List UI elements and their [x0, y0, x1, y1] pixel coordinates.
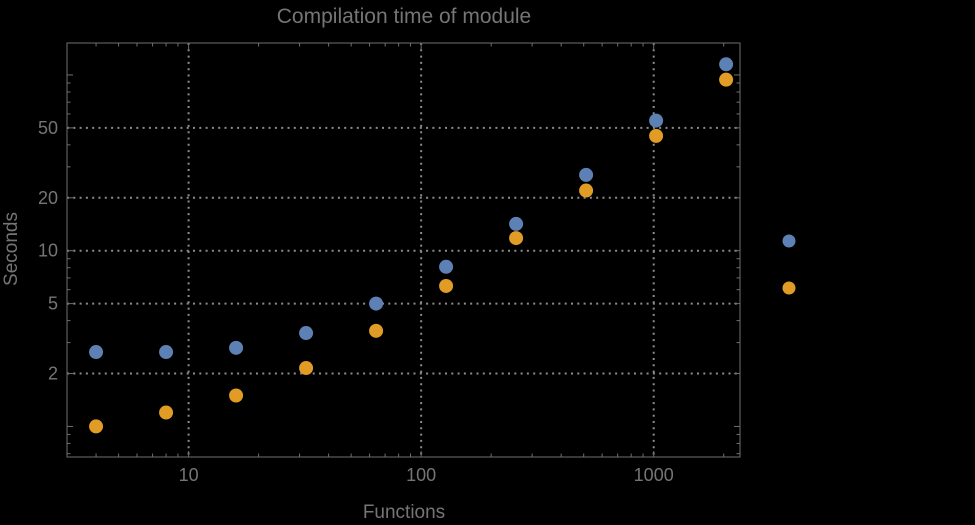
point-blue: [509, 216, 524, 231]
point-orange: [159, 405, 174, 420]
point-blue: [649, 113, 664, 128]
x-tick-label: 1000: [634, 465, 674, 485]
point-orange: [89, 419, 104, 434]
point-blue: [369, 296, 384, 311]
point-orange: [719, 72, 734, 87]
y-tick-label: 50: [38, 118, 58, 138]
point-orange: [369, 323, 384, 338]
y-tick-label: 2: [48, 364, 58, 384]
legend-marker-orange: [782, 281, 796, 295]
point-blue: [719, 57, 734, 72]
y-tick-label: 5: [48, 294, 58, 314]
point-blue: [159, 345, 174, 360]
point-orange: [509, 231, 524, 246]
y-tick-label: 20: [38, 188, 58, 208]
y-tick-label: 10: [38, 241, 58, 261]
point-blue: [299, 326, 314, 341]
point-blue: [439, 259, 454, 274]
point-orange: [649, 128, 664, 143]
point-blue: [579, 167, 594, 182]
point-orange: [299, 361, 314, 376]
x-axis-label: Functions: [362, 502, 446, 523]
point-blue: [229, 340, 244, 355]
point-orange: [579, 183, 594, 198]
legend-marker-blue: [782, 234, 796, 248]
point-orange: [439, 278, 454, 293]
chart-title: Compilation time of module: [276, 5, 532, 28]
point-orange: [229, 388, 244, 403]
plot-frame: [66, 42, 741, 458]
y-axis-label: Seconds: [1, 212, 22, 286]
point-blue: [89, 345, 104, 360]
x-tick-label: 100: [406, 465, 436, 485]
x-tick-label: 10: [179, 465, 199, 485]
